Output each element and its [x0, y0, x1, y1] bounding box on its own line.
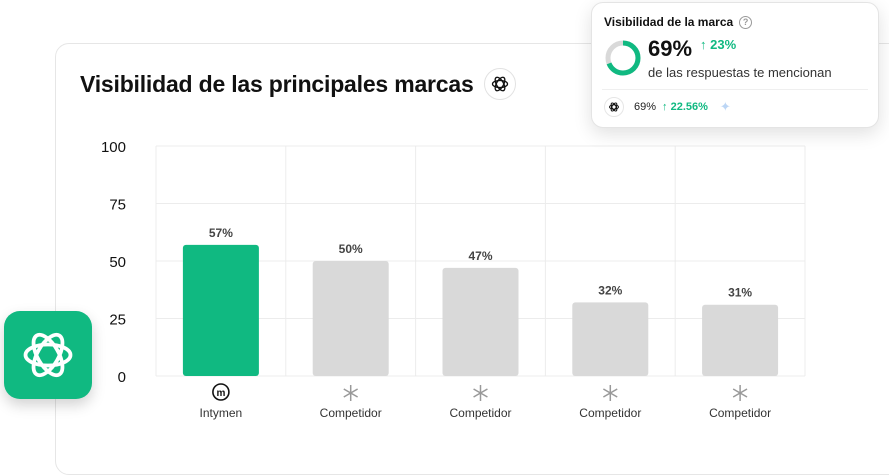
- asterisk-stroke: [602, 388, 618, 398]
- visibility-delta-value: 23%: [710, 37, 737, 52]
- intymen-logo-glyph: m: [216, 388, 225, 399]
- asterisk-stroke: [732, 388, 748, 398]
- data-label: 31%: [728, 286, 752, 300]
- openai-logo-icon: [483, 68, 516, 100]
- data-label: 32%: [598, 283, 622, 297]
- x-tick-label: Competidor: [579, 406, 641, 420]
- bar: [572, 302, 649, 376]
- bar: [312, 261, 389, 376]
- sparkle-icon[interactable]: ✦: [719, 99, 731, 114]
- visibility-card-title: Visibilidad de la marca: [604, 15, 734, 29]
- intymen-logo-icon: [212, 383, 230, 401]
- data-label: 50%: [339, 242, 363, 256]
- help-icon[interactable]: ?: [739, 15, 753, 29]
- asterisk-icon: [343, 385, 359, 401]
- asterisk-stroke: [343, 388, 359, 398]
- visibility-subtitle: de las respuestas te mencionan: [648, 65, 832, 80]
- asterisk-icon: [732, 385, 748, 401]
- x-tick-label: Competidor: [449, 406, 511, 420]
- visibility-percent: 69%: [648, 36, 693, 61]
- y-tick-label: 25: [109, 312, 126, 329]
- data-label: 47%: [468, 249, 492, 263]
- y-tick-label: 0: [118, 369, 126, 386]
- brand-visibility-card: Visibilidad de la marca ? 69% ↑ 23% de l…: [591, 2, 879, 128]
- bar: [702, 304, 779, 376]
- bar: [442, 267, 519, 376]
- divider: [602, 89, 868, 90]
- x-tick-label: Competidor: [709, 406, 771, 420]
- bar: [182, 244, 259, 376]
- y-tick-label: 100: [101, 139, 126, 156]
- bar-chart: 0 25 50 75 100 57% m Intymen 50% Competidor 47% Com…: [101, 139, 806, 420]
- footer-delta-value: 22.56%: [670, 101, 708, 113]
- openai-app-icon: [4, 311, 92, 399]
- footer-percent: 69%: [634, 101, 657, 113]
- chart-header: Visibilidad de las principales marcas: [80, 68, 516, 100]
- footer-delta: ↑ 22.56%: [662, 101, 708, 113]
- chart-title: Visibilidad de las principales marcas: [80, 70, 474, 97]
- asterisk-stroke: [473, 388, 488, 398]
- openai-logo-icon: [604, 97, 624, 117]
- asterisk-icon: [602, 385, 618, 401]
- visibility-donut: [605, 40, 641, 76]
- asterisk-icon: [473, 385, 488, 401]
- x-tick-label: Competidor: [320, 406, 382, 420]
- visibility-delta: ↑ 23%: [700, 37, 736, 52]
- arrow-up-icon: ↑: [700, 37, 707, 52]
- visibility-footer: 69% ↑ 22.56% ✦: [604, 97, 731, 117]
- y-tick-label: 75: [109, 197, 126, 214]
- x-tick-label: Intymen: [200, 406, 243, 420]
- y-tick-label: 50: [109, 254, 126, 271]
- visibility-card-title-row: Visibilidad de la marca ?: [604, 15, 753, 29]
- data-label: 57%: [209, 226, 233, 240]
- arrow-up-icon: ↑: [662, 101, 668, 113]
